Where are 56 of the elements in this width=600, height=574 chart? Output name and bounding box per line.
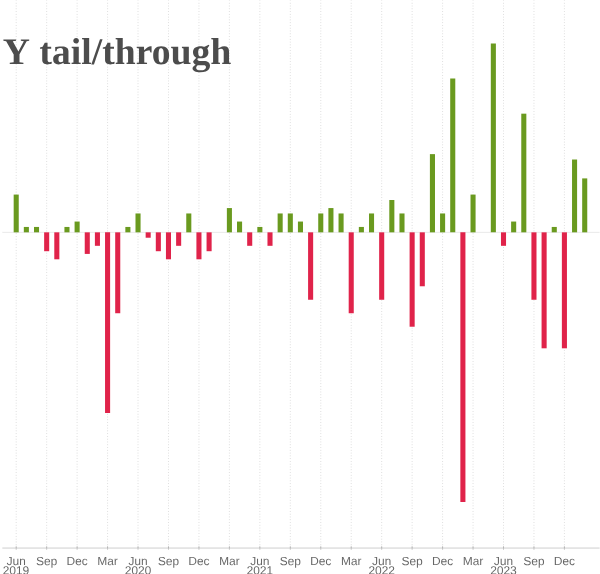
bar — [176, 232, 182, 246]
bar — [54, 232, 60, 259]
bar — [13, 194, 19, 233]
bar — [440, 213, 446, 233]
bar — [308, 232, 314, 300]
bar — [470, 194, 476, 233]
bar — [186, 213, 192, 233]
bar — [145, 232, 151, 238]
bar — [419, 232, 425, 286]
bar — [490, 43, 496, 233]
bar — [358, 226, 364, 233]
bar — [541, 232, 547, 348]
bar — [409, 232, 415, 327]
bar — [165, 232, 172, 259]
bar — [206, 232, 212, 251]
bar — [460, 232, 466, 502]
bar — [348, 232, 354, 313]
bar — [155, 232, 161, 251]
bar — [74, 221, 80, 233]
chart-title: Y tail/through — [3, 37, 231, 73]
bar — [582, 178, 588, 233]
bar — [33, 226, 40, 233]
bar — [44, 232, 50, 251]
bar — [226, 207, 232, 233]
bar — [297, 221, 303, 233]
bar — [94, 232, 100, 246]
bar — [318, 213, 324, 233]
bar — [429, 153, 435, 233]
bar — [257, 226, 263, 233]
bar — [551, 226, 557, 233]
bar — [237, 221, 243, 233]
bar — [84, 232, 90, 254]
bar — [196, 232, 202, 259]
bar — [64, 226, 70, 233]
bar — [399, 213, 405, 233]
bar — [572, 159, 578, 233]
bar — [521, 113, 527, 233]
bar — [135, 213, 141, 233]
bar — [328, 207, 334, 233]
bar — [531, 232, 537, 300]
bar — [379, 232, 385, 300]
bar — [277, 213, 283, 233]
bar — [338, 213, 344, 233]
bar — [125, 226, 131, 233]
bar — [267, 232, 273, 246]
bar — [368, 213, 375, 233]
bar — [389, 199, 395, 233]
bar — [561, 232, 567, 348]
bar — [500, 232, 507, 246]
bar — [287, 213, 293, 233]
bar — [450, 78, 456, 233]
bar — [247, 232, 253, 246]
bar — [511, 221, 517, 233]
bar — [23, 226, 29, 233]
bar — [115, 232, 121, 313]
bar — [105, 232, 111, 413]
